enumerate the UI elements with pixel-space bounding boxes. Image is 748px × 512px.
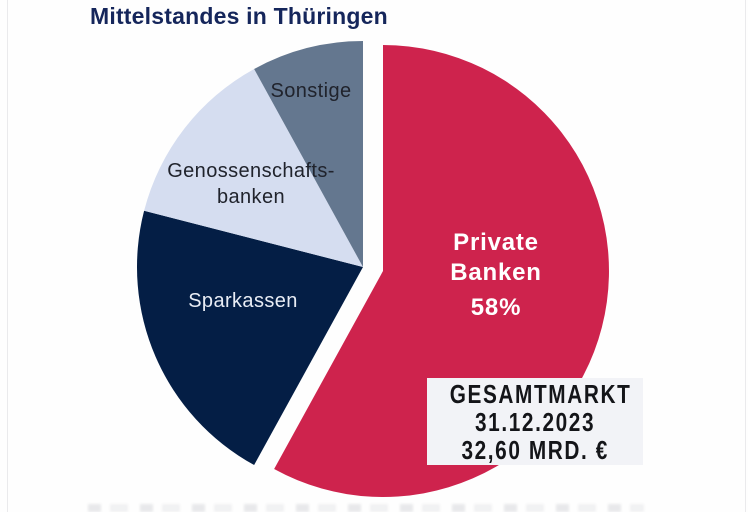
slice-label-genossenschaftsbanken-line2: banken [216, 186, 285, 208]
slice-label-genossenschaftsbanken: Genossenschafts- banken [167, 158, 335, 210]
info-box-volume: 32,60 MRD. € [427, 436, 643, 464]
info-box-title: GESAMTMARKT [427, 380, 643, 408]
info-box-date: 31.12.2023 [427, 408, 643, 436]
gesamtmarkt-info-box: GESAMTMARKT 31.12.2023 32,60 MRD. € [427, 378, 643, 465]
page-edge-left [7, 0, 8, 512]
chart-title: Mittelstandes in Thüringen [90, 3, 388, 29]
slice-label-sparkassen: Sparkassen [188, 290, 298, 312]
info-box-volume-text: 32,60 MRD. € [461, 434, 609, 465]
slice-value-private-banken: 58% [470, 294, 522, 321]
slice-label-genossenschaftsbanken-line1: Genossenschafts- [167, 160, 335, 182]
info-box-date-text: 31.12.2023 [474, 406, 596, 437]
info-box-title-text: GESAMTMARKT [449, 378, 632, 409]
pie-slice-sonstige [254, 41, 363, 267]
pie-slice-genossenschafts-banken [144, 68, 363, 267]
page-edge-right [745, 0, 746, 512]
pie-slice-sparkassen [136, 210, 363, 466]
slice-label-private-banken-line2: Banken [450, 259, 542, 286]
slice-label-private-banken: Private Banken [450, 228, 542, 288]
cropped-bottom-text-remnant [88, 504, 644, 512]
slice-label-private-banken-line1: Private [453, 229, 539, 256]
slice-label-sonstige: Sonstige [270, 80, 352, 102]
